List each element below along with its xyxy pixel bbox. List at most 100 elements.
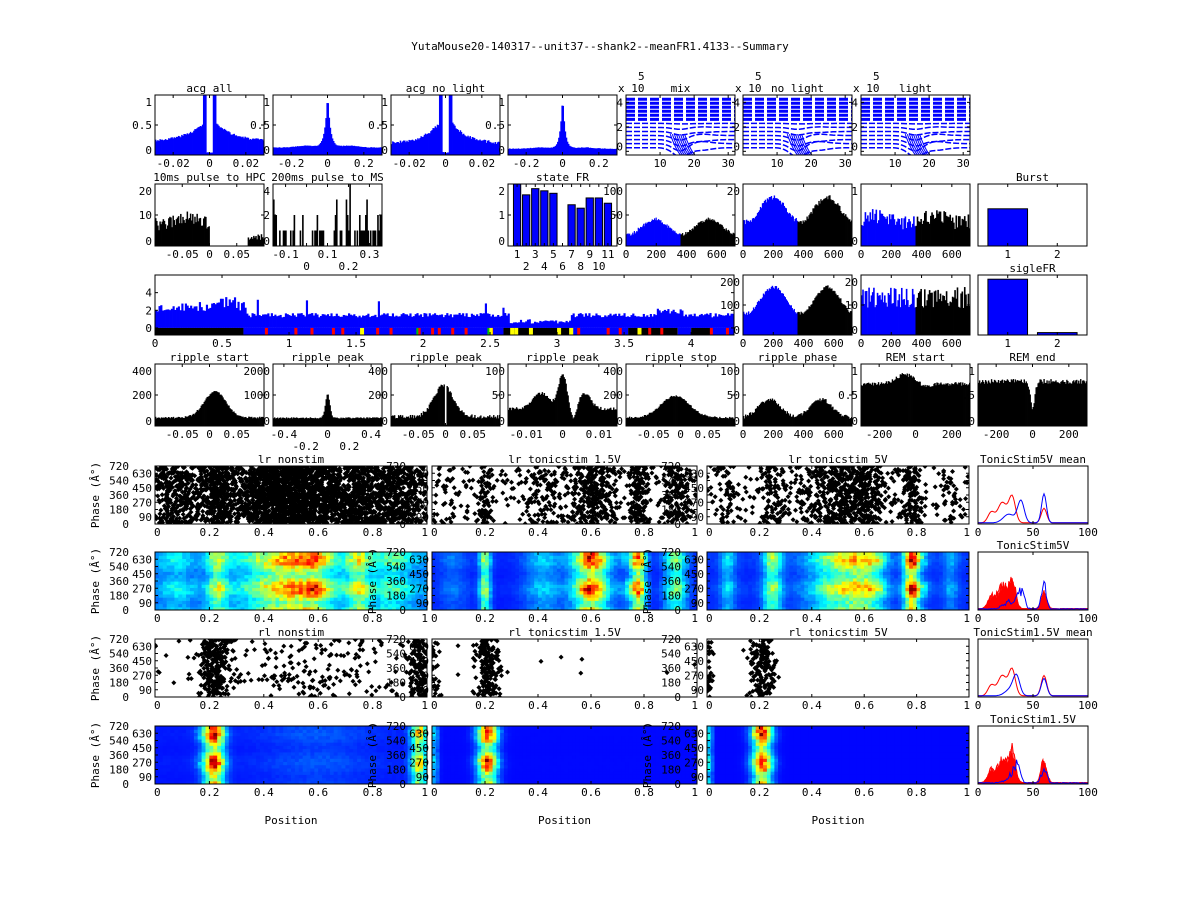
histogram-bar [221,395,223,426]
histogram-bar [747,415,750,426]
histogram-bar [162,417,165,426]
histogram-bar [965,221,967,246]
plot-area [391,384,500,426]
histogram-bar [329,405,331,426]
histogram-bar [194,129,196,155]
histogram-bar [180,213,182,246]
histogram-bar [785,413,787,426]
histogram-bar [185,134,188,155]
histogram-bar [721,418,723,426]
histogram-bar [532,397,535,426]
histogram-bar [777,287,780,335]
histogram-bar [534,396,537,426]
histogram-bar [845,414,847,426]
histogram-bar [937,289,939,335]
histogram-bar [671,228,673,246]
spike-marker [327,468,333,474]
histogram-bar [157,417,160,426]
histogram-bar [804,220,806,246]
histogram-bar [228,299,231,328]
histogram-bar [953,222,955,246]
x-tick-label: -0.05 [637,428,670,441]
histogram-bar [545,147,547,155]
histogram-bar [1032,406,1034,426]
state-marker [431,327,435,335]
histogram-bar [545,395,548,426]
spike-marker [162,472,167,478]
histogram-bar [1012,379,1015,426]
histogram-bar [550,147,552,155]
panel-title: acg no light [406,82,485,95]
histogram-bar [360,417,362,426]
histogram-bar [296,146,299,155]
histogram-bar [848,311,850,335]
waveform-trace [908,134,920,155]
histogram-bar [220,394,222,426]
histogram-bar [235,307,238,328]
histogram-bar [928,290,931,335]
histogram-bar [797,311,799,335]
histogram-bar [533,396,536,426]
histogram-bar [950,385,952,426]
plot-area [743,398,852,426]
y-tick-label: 0 [145,415,152,428]
histogram-bar [803,222,805,246]
histogram-bar [966,384,968,426]
histogram-bar [199,126,202,155]
histogram-bar [459,130,462,155]
y-tick-label: 4 [616,96,623,109]
y-tick-label: 1 [263,96,270,109]
histogram-bar [908,373,910,426]
y-tick-label: 0 [616,140,623,153]
histogram-bar [348,145,350,155]
panel-title: mix [671,82,691,95]
histogram-bar [626,234,628,246]
histogram-bar [646,223,648,246]
histogram-bar [255,236,257,246]
histogram-bar [744,224,747,246]
y-tick-label: 0 [263,415,270,428]
histogram-bar [189,131,192,155]
histogram-bar [174,224,177,246]
histogram-bar [586,147,588,155]
histogram-bar [839,414,841,426]
histogram-bar [587,147,590,155]
histogram-bar [850,221,852,246]
histogram-bar [279,230,281,246]
histogram-bar [363,230,366,246]
histogram-bar [724,418,726,426]
histogram-bar [283,147,286,155]
histogram-bar [495,143,498,155]
histogram-bar [325,118,327,155]
panel-title: state FR [536,171,589,184]
histogram-bar [755,408,758,426]
histogram-bar [310,145,312,155]
plot-area [987,208,1029,246]
histogram-bar [669,227,671,246]
histogram-bar [237,415,239,426]
x-tick-label: -0.02 [393,157,426,170]
histogram-bar [611,148,614,155]
histogram-bar [483,416,485,426]
histogram-bar [418,139,420,155]
histogram-bar [560,121,562,155]
histogram-bar [181,223,183,246]
histogram-bar [532,323,535,328]
histogram-bar [786,411,788,426]
histogram-bar [913,377,915,426]
histogram-bar [575,411,577,426]
histogram-bar [346,215,349,246]
histogram-bar [519,148,522,155]
histogram-bar [320,230,322,246]
histogram-bar [647,222,649,246]
histogram-bar [641,227,643,246]
state-marker [606,327,610,335]
histogram-bar [190,220,193,246]
histogram-bar [301,417,304,426]
histogram-bar [692,229,695,246]
histogram-bar [648,317,651,328]
histogram-bar [255,138,257,155]
y-tick-label: 20 [845,276,858,289]
histogram-bar [811,213,813,246]
